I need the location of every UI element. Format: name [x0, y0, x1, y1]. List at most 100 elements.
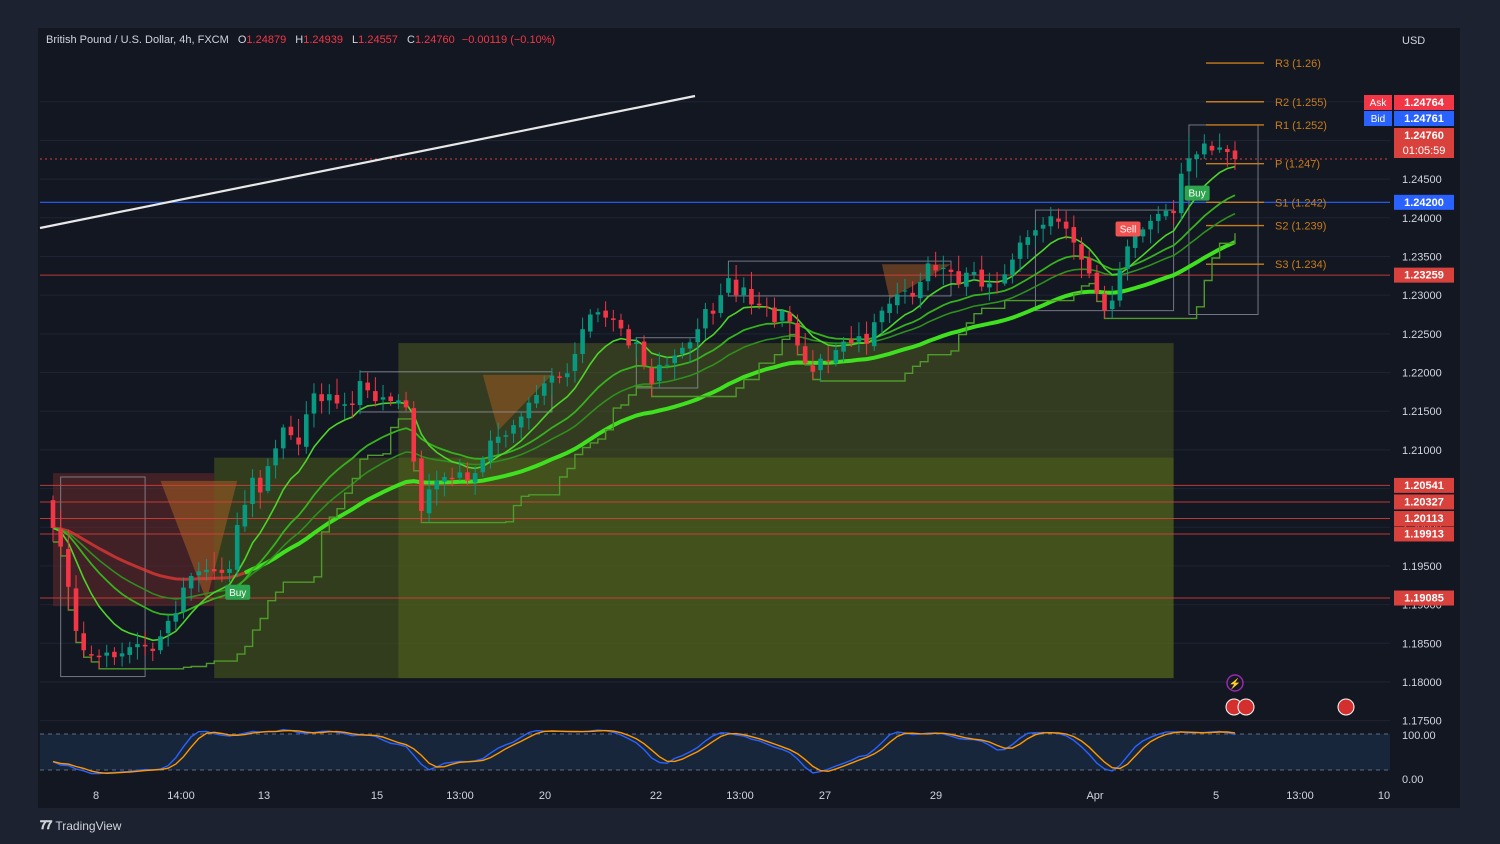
time-tick-label: 13	[258, 790, 270, 802]
candle	[1033, 222, 1038, 247]
candle-body	[104, 652, 110, 656]
candle-body	[1171, 210, 1176, 214]
candles	[50, 133, 1238, 669]
tradingview-logo[interactable]: 𝟕𝟕 TradingView	[40, 818, 121, 833]
candle-body	[1086, 258, 1092, 274]
candle	[941, 255, 946, 286]
buy-signal-label: Buy	[1189, 189, 1206, 200]
candle	[1148, 214, 1153, 244]
candle-body	[227, 569, 232, 573]
candle	[426, 473, 432, 522]
candle-body	[933, 264, 938, 271]
candle	[1086, 250, 1092, 279]
candle	[1094, 264, 1100, 302]
candle-body	[403, 400, 409, 408]
time-tick-label: 27	[819, 790, 831, 802]
price-tag-value: 1.24200	[1404, 197, 1444, 209]
candle	[741, 277, 747, 303]
candle	[234, 512, 240, 577]
candle	[657, 352, 662, 388]
candle-body	[265, 466, 271, 491]
time-tick-label: 14:00	[167, 790, 195, 802]
candle-body	[710, 310, 716, 314]
candle-body	[1132, 234, 1138, 248]
candle-body	[188, 575, 194, 589]
candle	[726, 264, 731, 297]
oscillator-tick-label: 0.00	[1402, 774, 1423, 786]
symbol-header: British Pound / U.S. Dollar, 4h, FXCM O1…	[46, 34, 555, 46]
time-tick-label: 13:00	[726, 790, 754, 802]
candle-body	[365, 382, 370, 391]
candle-body	[426, 489, 432, 514]
candle	[1140, 227, 1146, 243]
candle	[342, 392, 347, 419]
candle	[1171, 200, 1176, 225]
time-tick-label: 10	[1378, 790, 1390, 802]
candle-body	[695, 329, 701, 343]
candle	[534, 384, 539, 409]
candle-body	[288, 426, 294, 436]
candle	[887, 297, 892, 324]
candle	[833, 342, 839, 367]
candle-body	[825, 360, 831, 362]
ema-30-line	[52, 212, 1236, 600]
candle-body	[1010, 259, 1015, 276]
range-box	[635, 337, 699, 389]
candle-body	[918, 282, 923, 299]
candle-body	[987, 283, 992, 288]
candle	[119, 642, 125, 667]
close-label: C	[406, 34, 415, 46]
candle-body	[856, 336, 862, 342]
candle-body	[449, 477, 455, 480]
candle	[526, 397, 532, 430]
candle-body	[181, 587, 186, 612]
candle-body	[749, 288, 754, 305]
candle-body	[672, 355, 678, 364]
candle	[1155, 206, 1161, 234]
chart-panel[interactable]: R3 (1.26) R2 (1.255) R1 (1.252) P (1.247) S1…	[38, 28, 1460, 808]
price-tag-value: 1.24760	[1404, 130, 1444, 142]
low-label: L	[352, 34, 359, 46]
price-tag-value: 1.24761	[1404, 113, 1444, 125]
candle-body	[1109, 300, 1115, 310]
candle-body	[1186, 158, 1192, 172]
candle	[112, 647, 117, 665]
candle-body	[495, 436, 501, 443]
candle	[680, 342, 685, 359]
candle-body	[703, 309, 708, 329]
candle-body	[549, 375, 555, 383]
time-tick-label: 5	[1213, 790, 1219, 802]
candle	[994, 271, 1000, 294]
candle	[672, 349, 678, 380]
candle	[511, 419, 516, 443]
candle-body	[1040, 224, 1046, 229]
buy-signal-badge	[225, 584, 251, 600]
price-tag-box	[1394, 511, 1454, 527]
candle	[956, 255, 961, 289]
candle-body	[887, 303, 892, 313]
price-tag-last	[1394, 128, 1454, 158]
brand-label: TradingView	[55, 818, 122, 833]
candle-body	[296, 437, 301, 445]
candle	[703, 302, 708, 340]
price-tag-side	[1364, 111, 1392, 126]
candlestick-chart[interactable]: R3 (1.26) R2 (1.255) R1 (1.252) P (1.247) S1…	[38, 28, 1460, 808]
candle	[1109, 285, 1115, 319]
candle	[388, 392, 394, 406]
candle	[380, 384, 386, 411]
price-tag-side	[1364, 95, 1392, 110]
price-tag-box	[1394, 128, 1454, 158]
candle	[710, 302, 716, 325]
candle	[518, 411, 524, 440]
candle	[227, 560, 232, 583]
price-tag-value: 1.23259	[1404, 270, 1444, 282]
open-label: O	[237, 34, 247, 46]
candle-body	[419, 458, 424, 512]
candle-body	[303, 414, 309, 447]
signal-zones	[53, 264, 1174, 679]
candle-body	[334, 394, 340, 404]
candle	[158, 630, 163, 655]
candle-body	[1033, 230, 1038, 236]
price-tag-red	[1394, 477, 1454, 493]
candle-body	[119, 653, 125, 657]
